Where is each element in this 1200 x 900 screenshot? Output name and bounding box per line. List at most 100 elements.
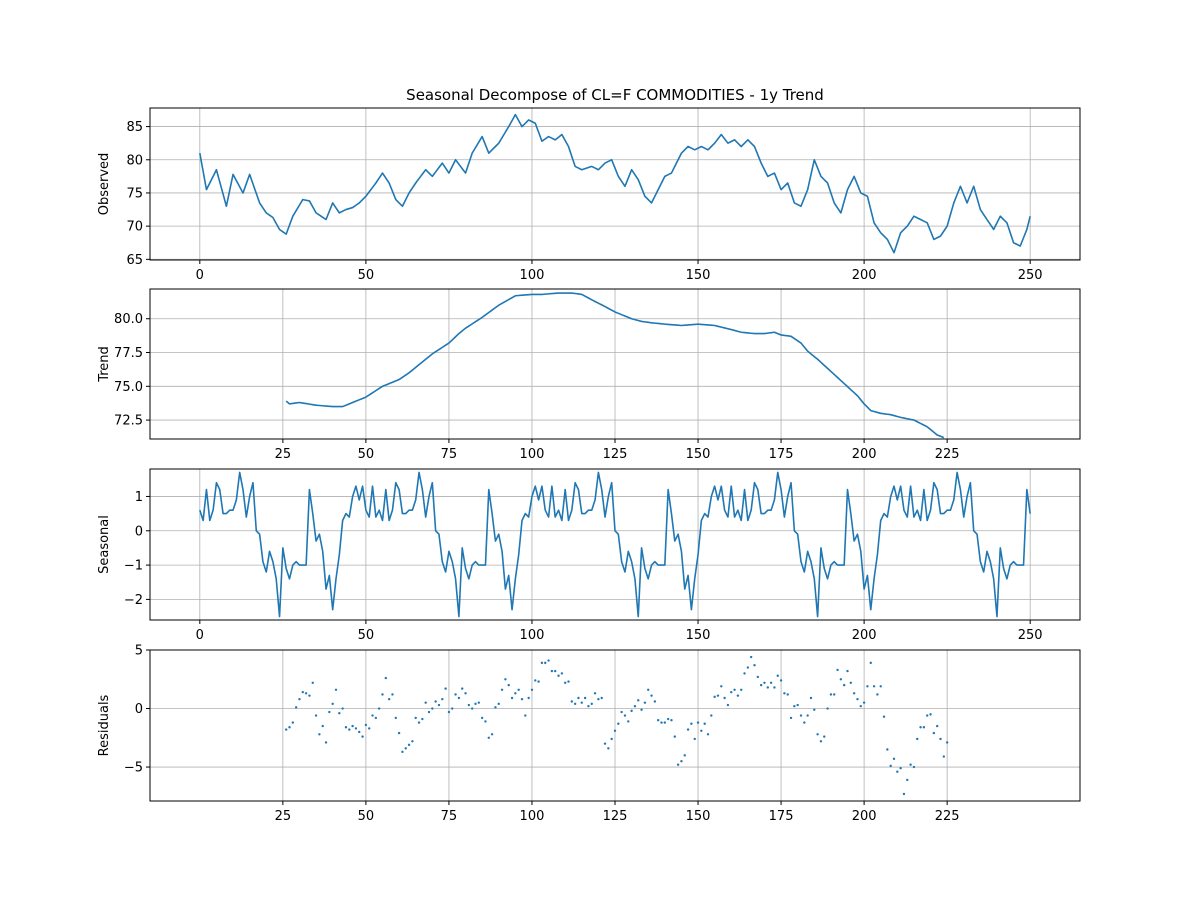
residuals-point [580,701,583,704]
residuals-point [753,664,756,667]
seasonal-ytick-label: 0 [135,524,143,539]
residuals-point [593,692,597,695]
residuals-xtick-label: 25 [275,809,292,824]
residuals-point [391,693,394,696]
residuals-point [563,681,567,684]
residuals-point [550,669,554,673]
residuals-point [304,692,308,695]
residuals-point [424,701,427,704]
residuals-point [690,722,693,725]
residuals-point [680,760,683,763]
residuals-point [660,721,663,724]
residuals-point [497,702,500,706]
residuals-point [916,737,919,741]
residuals-point [799,714,803,717]
residuals-point [348,728,351,731]
residuals-point [640,708,643,711]
seasonal-xtick-label: 50 [358,628,375,643]
residuals-point [407,743,411,747]
residuals-point [730,690,733,694]
seasonal-ytick-label: 1 [135,490,143,505]
residuals-point [321,724,324,728]
residuals-point [819,740,823,743]
residuals-point [467,703,471,707]
residuals-point [736,694,740,697]
residuals-point [354,727,358,730]
residuals-point [308,694,311,697]
residuals-point [726,703,730,707]
residuals-point [600,696,603,700]
residuals-xtick-label: 100 [520,809,545,824]
residuals-point [291,721,295,724]
residuals-point [806,714,809,717]
residuals-point [939,737,942,741]
trend-xtick-label: 225 [935,447,960,462]
residuals-point [779,679,783,682]
residuals-point [912,765,916,769]
residuals-point [676,763,680,766]
residuals-point [570,700,574,703]
residuals-point [587,704,590,708]
residuals-point [344,726,348,729]
trend-xtick-label: 175 [769,447,794,462]
residuals-point [882,715,886,718]
residuals-point [793,704,796,708]
observed-ytick-label: 80 [126,153,143,168]
trend-xtick-label: 150 [686,447,711,462]
residuals-point [613,729,617,732]
residuals-point [902,792,906,796]
residuals-point [371,714,374,717]
residuals-point [746,666,750,669]
residuals-point [334,688,338,691]
residuals-point [630,709,633,713]
residuals-point [431,707,434,710]
residuals-point [284,728,288,731]
residuals-point [517,688,520,691]
residuals-xtick-label: 200 [852,809,877,824]
residuals-point [703,722,706,725]
residuals-point [740,688,743,691]
residuals-point [527,696,530,700]
residuals-point [620,710,623,714]
residuals-point [301,690,304,694]
residuals-xtick-label: 175 [769,809,794,824]
residuals-point [437,703,441,707]
residuals-point [786,693,789,696]
residuals-point [404,747,407,750]
residuals-point [656,719,660,722]
residuals-point [510,696,514,700]
residuals-point [534,679,537,682]
residuals-point [700,729,703,732]
residuals-point [590,702,593,706]
residuals-point [892,757,896,761]
residuals-point [530,688,534,691]
residuals-point [394,716,397,720]
residuals-point [637,699,640,702]
trend-xtick-label: 75 [441,447,458,462]
residuals-point [666,717,670,721]
trend-xtick-label: 100 [520,447,545,462]
residuals-point [922,726,926,729]
residuals-xtick-label: 225 [935,809,960,824]
seasonal-series-line [199,471,1031,618]
residuals-point [328,710,331,714]
residuals-ylabel: Residuals [97,694,112,756]
residuals-point [314,714,318,717]
residuals-point [500,688,504,691]
residuals-point [557,674,560,677]
residuals-point [839,678,843,681]
residuals-point [846,669,849,673]
residuals-point [889,764,892,768]
residuals-point [776,674,779,677]
residuals-point [849,681,853,684]
residuals-point [567,680,570,683]
residuals-point [833,693,836,696]
residuals-point [670,719,673,722]
seasonal-xtick-label: 250 [1018,628,1043,643]
residuals-point [507,683,510,687]
residuals-point [417,721,421,724]
observed-xtick-label: 100 [520,268,545,283]
trend-ylabel: Trend [97,346,112,383]
residuals-point [683,754,686,757]
